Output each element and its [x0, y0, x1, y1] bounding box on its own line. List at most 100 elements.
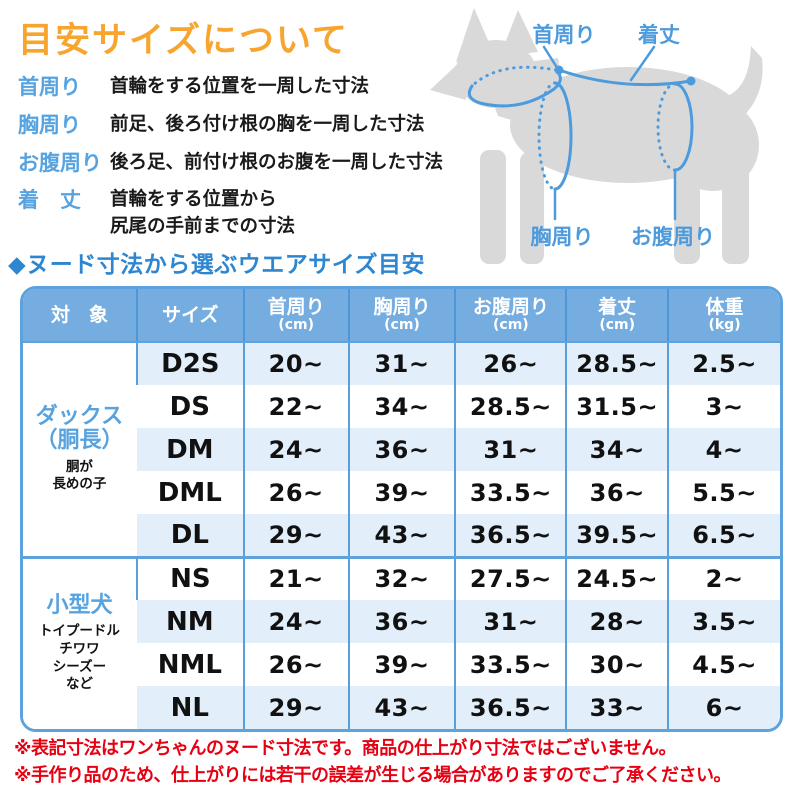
- size-cell: DM: [166, 434, 214, 465]
- weight-cell: 4.5~: [667, 643, 780, 686]
- group-name-line: （胴長）: [35, 428, 124, 454]
- neck-cell: 26~: [242, 643, 349, 686]
- length-cell: 31.5~: [565, 385, 669, 428]
- header-label: 体重: [705, 295, 744, 318]
- definition-row-neck: 首周り 首輪をする位置を一周した寸法: [18, 74, 458, 101]
- size-cell: NL: [170, 692, 209, 723]
- dog-silhouette: [430, 8, 763, 264]
- header-label: お腹周り: [472, 295, 549, 318]
- measurement-endpoints: [554, 65, 696, 86]
- table-row-dml: DML 26~ 39~ 33.5~ 36~ 5.5~: [23, 471, 780, 514]
- dog-front-leg-near: [480, 150, 506, 264]
- header-unit: (cm): [384, 317, 420, 334]
- size-cell: NM: [165, 606, 214, 637]
- chest-circumference-dotted-arc: [537, 81, 557, 191]
- chest-measure-label: 胸周り: [531, 225, 594, 249]
- belly-cell: 33.5~: [454, 643, 567, 686]
- definition-term: 首周り: [18, 75, 81, 99]
- belly-cell: 33.5~: [454, 471, 567, 514]
- weight-cell: 3~: [667, 385, 780, 428]
- dog-rear-leg-far: [722, 152, 749, 264]
- neck-cell: 24~: [242, 428, 349, 471]
- chest-cell: 31~: [347, 342, 456, 385]
- group-subtitle-line: 胴が: [65, 458, 93, 475]
- definition-desc: 前足、後ろ付け根の胸を一周した寸法: [110, 112, 425, 139]
- dog-tail: [720, 46, 763, 128]
- group-subtitle-line: チワワ: [59, 641, 100, 658]
- page-title: 目安サイズについて: [18, 21, 349, 61]
- header-label: 対 象: [50, 303, 108, 326]
- dog-front-leg-far: [520, 152, 544, 264]
- group-subtitle-line: など: [65, 676, 93, 693]
- belly-cell: 31~: [454, 428, 567, 471]
- size-chart-body: ダックス （胴長） 胴が 長めの子 D2S 20~ 31~ 26~ 28.5~ …: [23, 342, 780, 729]
- chest-cell: 36~: [347, 600, 456, 643]
- chest-cell: 36~: [347, 428, 456, 471]
- chest-cell: 43~: [347, 514, 456, 557]
- definition-desc: 後ろ足、前付け根のお腹を一周した寸法: [110, 150, 443, 177]
- length-cell: 24.5~: [565, 555, 669, 600]
- belly-cell: 26~: [454, 342, 567, 385]
- size-cell: DS: [169, 391, 210, 422]
- chest-cell: 39~: [347, 471, 456, 514]
- header-size: サイズ: [135, 289, 244, 343]
- table-row-ds: DS 22~ 34~ 28.5~ 31.5~ 3~: [23, 385, 780, 428]
- dog-diagram-svg: 首周り 着丈 胸周り お腹周り: [430, 8, 763, 264]
- header-unit: (kg): [708, 317, 741, 334]
- group-subtitle: トイプードル チワワ シーズー など: [23, 623, 136, 693]
- measurement-labels: 首周り 着丈 胸周り お腹周り: [531, 23, 716, 249]
- group-subtitle: 胴が 長めの子: [23, 459, 136, 494]
- table-row-dl: DL 29~ 43~ 36.5~ 39.5~ 6.5~: [23, 514, 780, 557]
- group-cell-small-dogs: 小型犬 トイプードル チワワ シーズー など: [23, 555, 137, 729]
- chest-cell: 39~: [347, 643, 456, 686]
- dog-measurement-diagram: 首周り 着丈 胸周り お腹周り: [428, 0, 800, 282]
- neck-cell: 26~: [242, 471, 349, 514]
- measurement-lines: [467, 45, 694, 221]
- header-neck: 首周り (cm): [242, 289, 349, 343]
- size-chart-header: 対 象 サイズ 首周り (cm) 胸周り (cm) お腹周り (cm): [23, 289, 780, 343]
- header-unit: (cm): [493, 317, 529, 334]
- table-row-dm: DM 24~ 36~ 31~ 34~ 4~: [23, 428, 780, 471]
- length-cell: 33~: [565, 686, 669, 729]
- definition-desc-line: 後ろ足、前付け根のお腹を一周した寸法: [110, 151, 444, 173]
- length-cell: 39.5~: [565, 514, 669, 557]
- footnotes: ※表記寸法はワンちゃんのヌード寸法です。商品の仕上がり寸法ではございません。 ※…: [14, 735, 800, 789]
- footnote-handmade: ※手作り品のため、仕上がりには若干の誤差が生じる場合がありますのでご了承ください…: [14, 765, 732, 786]
- belly-circumference-solid-arc: [673, 82, 694, 172]
- header-target: 対 象: [23, 289, 137, 343]
- definition-desc-line: 尻尾の手前までの寸法: [110, 216, 296, 238]
- size-cell: D2S: [135, 342, 244, 385]
- header-row: 対 象 サイズ 首周り (cm) 胸周り (cm) お腹周り (cm): [23, 289, 780, 343]
- header-belly: お腹周り (cm): [454, 289, 567, 343]
- belly-cell: 31~: [454, 600, 567, 643]
- table-row-ns: 小型犬 トイプードル チワワ シーズー など NS 21~ 32~ 27.5~ …: [23, 555, 780, 729]
- header-length: 着丈 (cm): [565, 289, 669, 343]
- measurement-definitions: 首周り 首輪をする位置を一周した寸法 胸周り 前足、後ろ付け根の胸を一周した寸法…: [18, 74, 458, 252]
- definition-row-belly: お腹周り 後ろ足、前付け根のお腹を一周した寸法: [18, 150, 458, 177]
- group-subtitle-line: シーズー: [52, 658, 107, 675]
- group-name-line: ダックス: [35, 403, 124, 429]
- definition-row-length: 着 丈 首輪をする位置から 尻尾の手前までの寸法: [18, 187, 458, 241]
- belly-cell: 28.5~: [454, 385, 567, 428]
- neck-cell: 29~: [242, 686, 349, 729]
- header-label: 胸周り: [373, 295, 431, 318]
- header-label: 着丈: [598, 295, 637, 318]
- belly-cell: 36.5~: [454, 686, 567, 729]
- length-cell: 34~: [565, 428, 669, 471]
- definition-row-chest: 胸周り 前足、後ろ付け根の胸を一周した寸法: [18, 112, 458, 139]
- size-chart-table-wrapper: 対 象 サイズ 首周り (cm) 胸周り (cm) お腹周り (cm): [20, 286, 783, 732]
- length-cell: 28.5~: [565, 342, 669, 385]
- dog-muzzle: [430, 58, 466, 100]
- size-cell: DL: [170, 519, 209, 550]
- definition-desc: 首輪をする位置を一周した寸法: [110, 74, 369, 101]
- weight-cell: 4~: [667, 428, 780, 471]
- size-cell: DML: [157, 477, 222, 508]
- header-weight: 体重 (kg): [667, 289, 780, 343]
- table-row-nm: NM 24~ 36~ 31~ 28~ 3.5~: [23, 600, 780, 643]
- neck-circumference-dotted-arc: [470, 65, 558, 88]
- dog-rear-leg-near: [674, 163, 700, 264]
- neck-cell: 20~: [242, 342, 349, 385]
- table-row-nml: NML 26~ 39~ 33.5~ 30~ 4.5~: [23, 643, 780, 686]
- weight-cell: 2~: [667, 555, 780, 600]
- belly-cell: 36.5~: [454, 514, 567, 557]
